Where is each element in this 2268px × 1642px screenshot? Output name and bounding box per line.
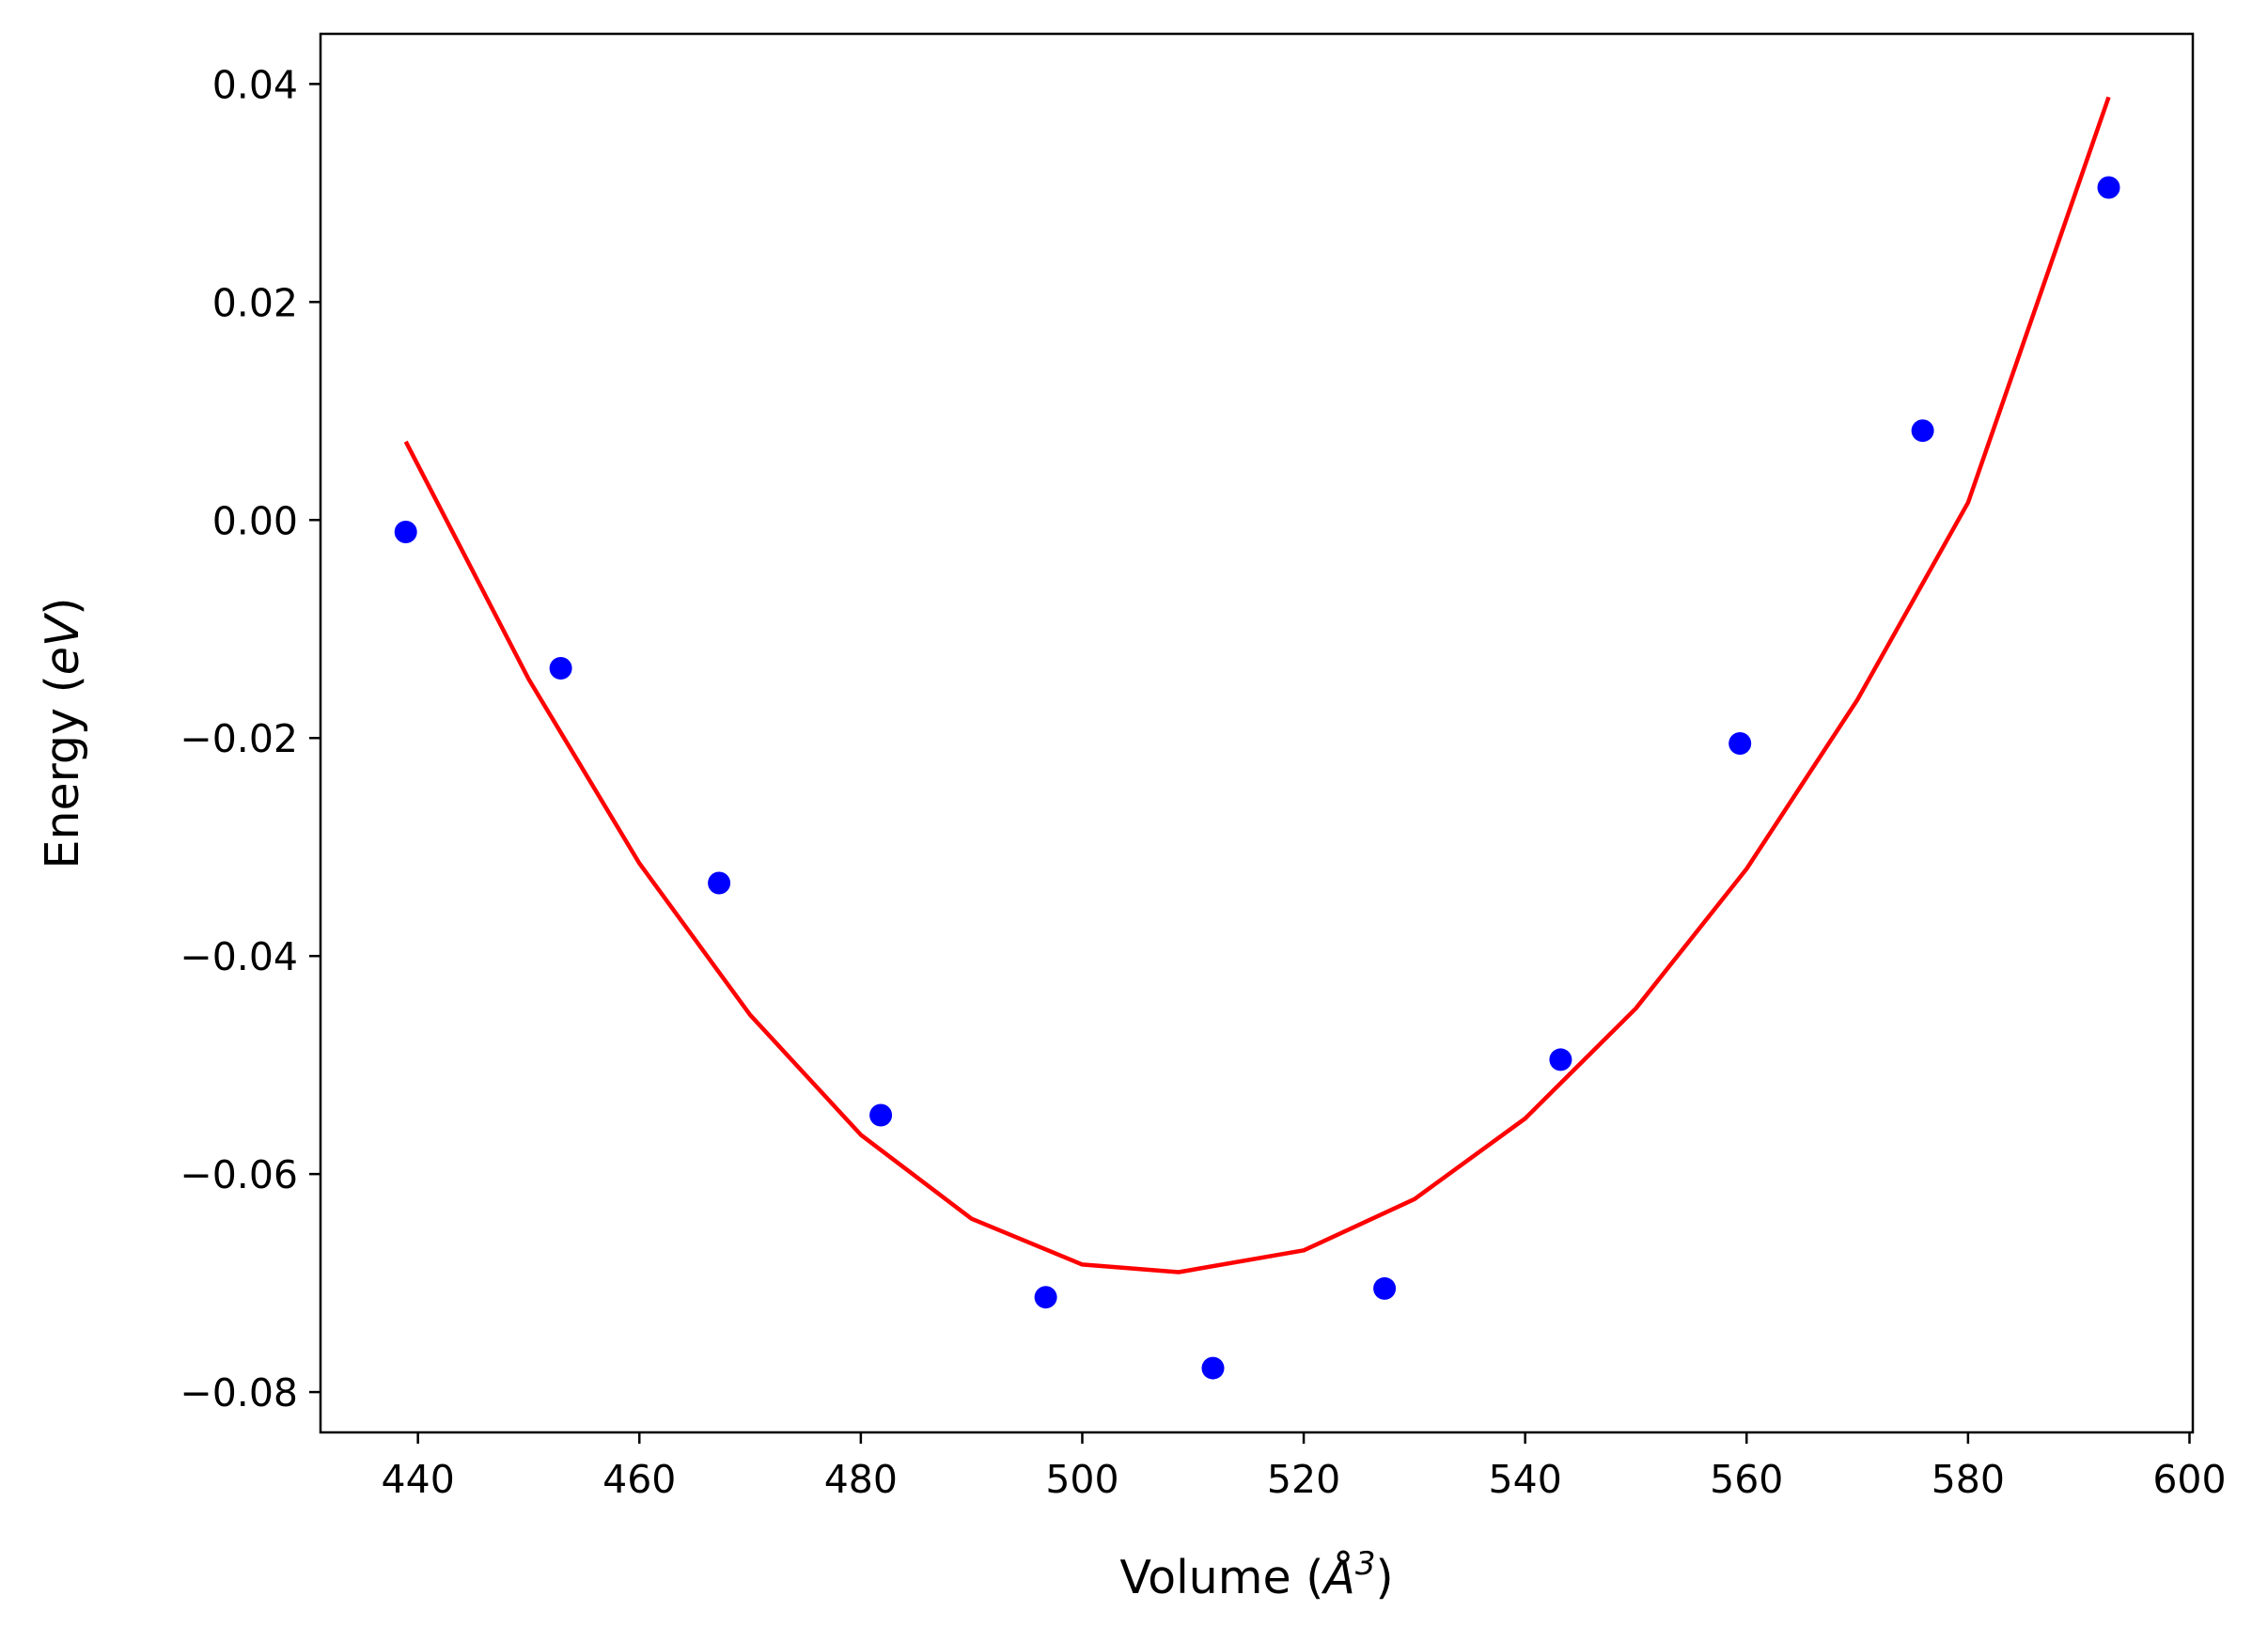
plot-frame xyxy=(319,32,2195,1434)
data-point xyxy=(2097,176,2120,199)
x-tick-label: 600 xyxy=(2152,1457,2226,1502)
data-point xyxy=(1201,1356,1225,1380)
data-points-layer xyxy=(394,176,2120,1380)
x-tick-label: 460 xyxy=(602,1457,676,1502)
x-tick-label: 480 xyxy=(824,1457,898,1502)
x-tick-label: 520 xyxy=(1267,1457,1340,1502)
y-tick-label: −0.02 xyxy=(180,716,298,761)
data-point xyxy=(1549,1048,1572,1071)
x-tick-label: 580 xyxy=(1932,1457,2005,1502)
x-tick-label: 540 xyxy=(1489,1457,1562,1502)
y-tick-label: 0.02 xyxy=(212,280,298,325)
fit-curve-layer xyxy=(403,96,2111,1275)
y-tick-label: −0.08 xyxy=(180,1370,298,1415)
data-point xyxy=(394,521,417,543)
data-point xyxy=(549,657,572,680)
x-tick-label: 500 xyxy=(1045,1457,1118,1502)
x-tick-label: 560 xyxy=(1710,1457,1783,1502)
y-axis-title: Energy (eV) xyxy=(36,597,89,868)
data-point xyxy=(1728,732,1752,755)
y-tick-label: 0.00 xyxy=(212,498,298,543)
y-tick-label: −0.04 xyxy=(180,934,298,979)
data-point xyxy=(869,1103,893,1127)
x-axis-ticks: 440 460 480 500 520 540 560 580 600 xyxy=(382,1432,2227,1502)
data-point xyxy=(1911,419,1934,443)
data-point xyxy=(1034,1286,1057,1309)
y-tick-label: −0.06 xyxy=(180,1152,298,1197)
plot-background xyxy=(321,34,2193,1432)
x-tick-label: 440 xyxy=(382,1457,455,1502)
y-tick-label: 0.04 xyxy=(212,62,298,107)
data-point xyxy=(708,871,731,895)
fit-curve xyxy=(403,96,2111,1275)
y-axis-ticks: 0.04 0.02 0.00 −0.02 −0.04 −0.06 −0.08 xyxy=(180,62,321,1415)
data-point xyxy=(1373,1276,1397,1300)
x-axis-title: Volume (Å3) xyxy=(1119,1545,1393,1604)
